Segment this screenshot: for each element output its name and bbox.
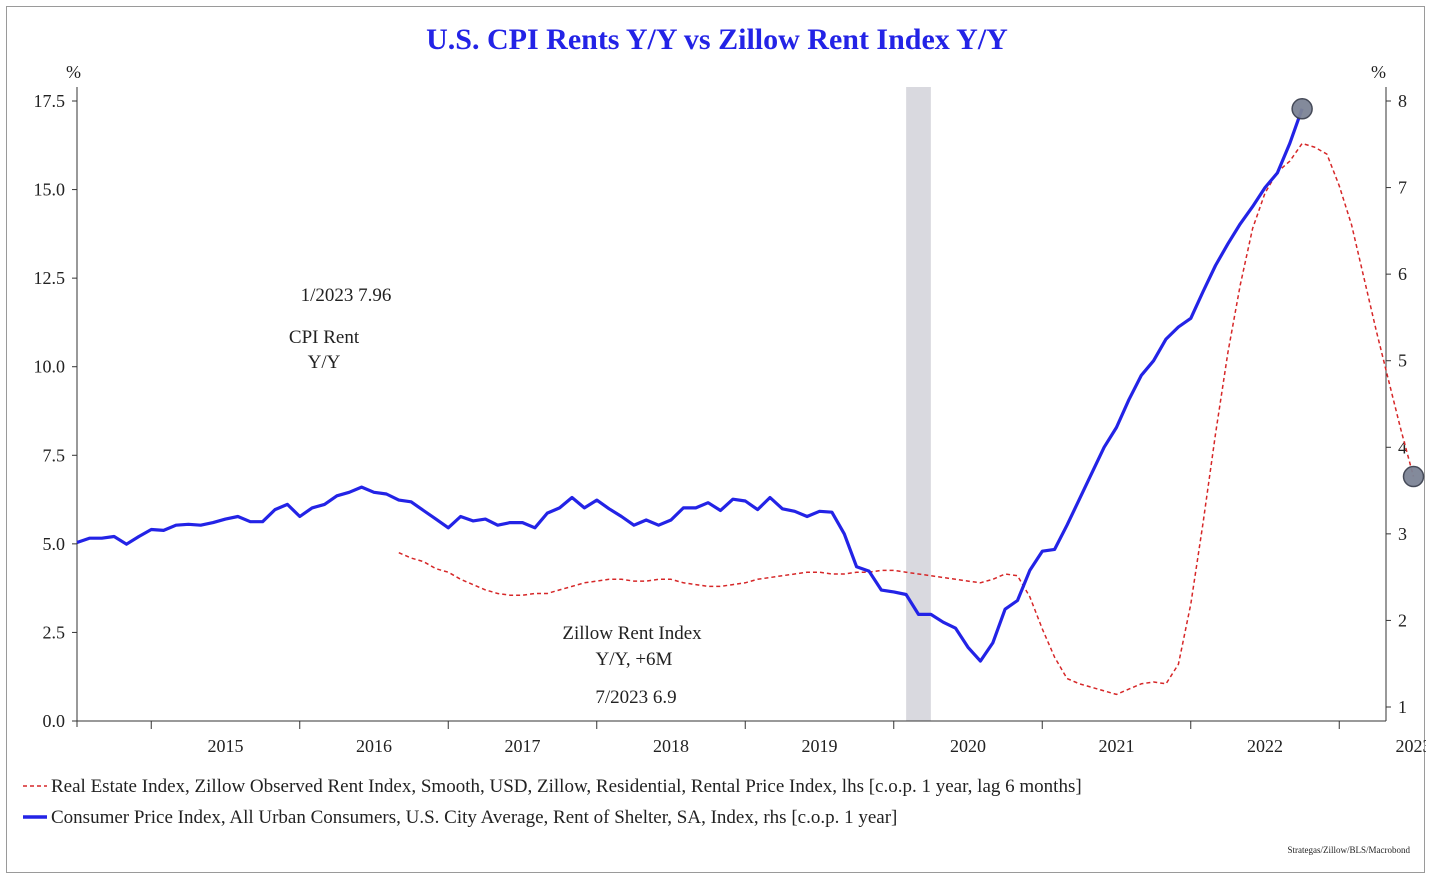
x-axis-tick-label: 2015 — [208, 736, 244, 756]
cpi-end-marker — [1291, 98, 1313, 120]
left-axis-tick-label: 12.5 — [34, 268, 66, 288]
left-axis-tick-label: 0.0 — [43, 711, 66, 731]
axes-layer: 0.0 2.5 5.0 7.5 10.0 12.5 15.0 17.5 1 2 3 4 5 6 7 8 2015… — [34, 87, 1427, 756]
x-axis-tick-label: 2022 — [1247, 736, 1283, 756]
legend: Real Estate Index, Zillow Observed Rent … — [23, 776, 1082, 828]
left-axis-tick-label: 2.5 — [43, 622, 66, 642]
left-axis-tick-label: 15.0 — [34, 180, 66, 200]
x-axis-tick-label: 2017 — [505, 736, 541, 756]
right-axis-unit: % — [1371, 62, 1386, 82]
zillow-end-marker — [1402, 465, 1425, 488]
x-axis-tick-label: 2020 — [950, 736, 986, 756]
recession-band-layer — [906, 87, 931, 721]
end-markers-layer — [1291, 98, 1425, 488]
right-axis-tick-label: 2 — [1398, 610, 1407, 630]
legend-label-zillow: Real Estate Index, Zillow Observed Rent … — [51, 776, 1082, 797]
cpi-value-annotation: 1/2023 7.96 — [301, 285, 392, 306]
right-axis-tick-label: 1 — [1398, 697, 1407, 717]
cpi-label-line2: Y/Y — [308, 352, 341, 373]
cpi-series-line — [76, 108, 1304, 663]
zillow-label-line1: Zillow Rent Index — [562, 623, 702, 644]
x-axis-tick-label: 2016 — [356, 736, 392, 756]
series-layer — [76, 108, 1415, 696]
left-axis-tick-label: 10.0 — [34, 357, 66, 377]
right-axis-tick-label: 7 — [1398, 178, 1407, 198]
source-note: Strategas/Zillow/BLS/Macrobond — [1288, 845, 1411, 855]
zillow-label-line2: Y/Y, +6M — [596, 649, 673, 670]
cpi-label-line1: CPI Rent — [289, 327, 360, 348]
left-axis-tick-label: 5.0 — [43, 534, 66, 554]
chart-frame: U.S. CPI Rents Y/Y vs Zillow Rent Index … — [6, 6, 1427, 873]
chart-title: U.S. CPI Rents Y/Y vs Zillow Rent Index … — [426, 23, 1008, 56]
right-axis-tick-label: 5 — [1398, 351, 1407, 371]
left-axis-tick-label: 7.5 — [43, 445, 66, 465]
left-axis-tick-label: 17.5 — [34, 91, 66, 111]
left-axis-unit: % — [66, 62, 81, 82]
x-axis-tick-label: 2023 — [1396, 736, 1427, 756]
right-axis-tick-label: 8 — [1398, 91, 1407, 111]
chart-svg: U.S. CPI Rents Y/Y vs Zillow Rent Index … — [23, 23, 1427, 855]
zillow-series-line — [398, 142, 1415, 696]
right-axis-tick-label: 3 — [1398, 524, 1407, 544]
recession-band — [906, 87, 931, 721]
legend-label-cpi: Consumer Price Index, All Urban Consumer… — [51, 807, 897, 828]
right-axis-tick-label: 6 — [1398, 264, 1407, 284]
x-axis-tick-label: 2021 — [1099, 736, 1135, 756]
right-axis-tick-label: 4 — [1398, 437, 1407, 457]
zillow-value-annotation: 7/2023 6.9 — [595, 687, 676, 708]
x-axis-tick-label: 2018 — [653, 736, 689, 756]
x-axis-tick-label: 2019 — [802, 736, 838, 756]
